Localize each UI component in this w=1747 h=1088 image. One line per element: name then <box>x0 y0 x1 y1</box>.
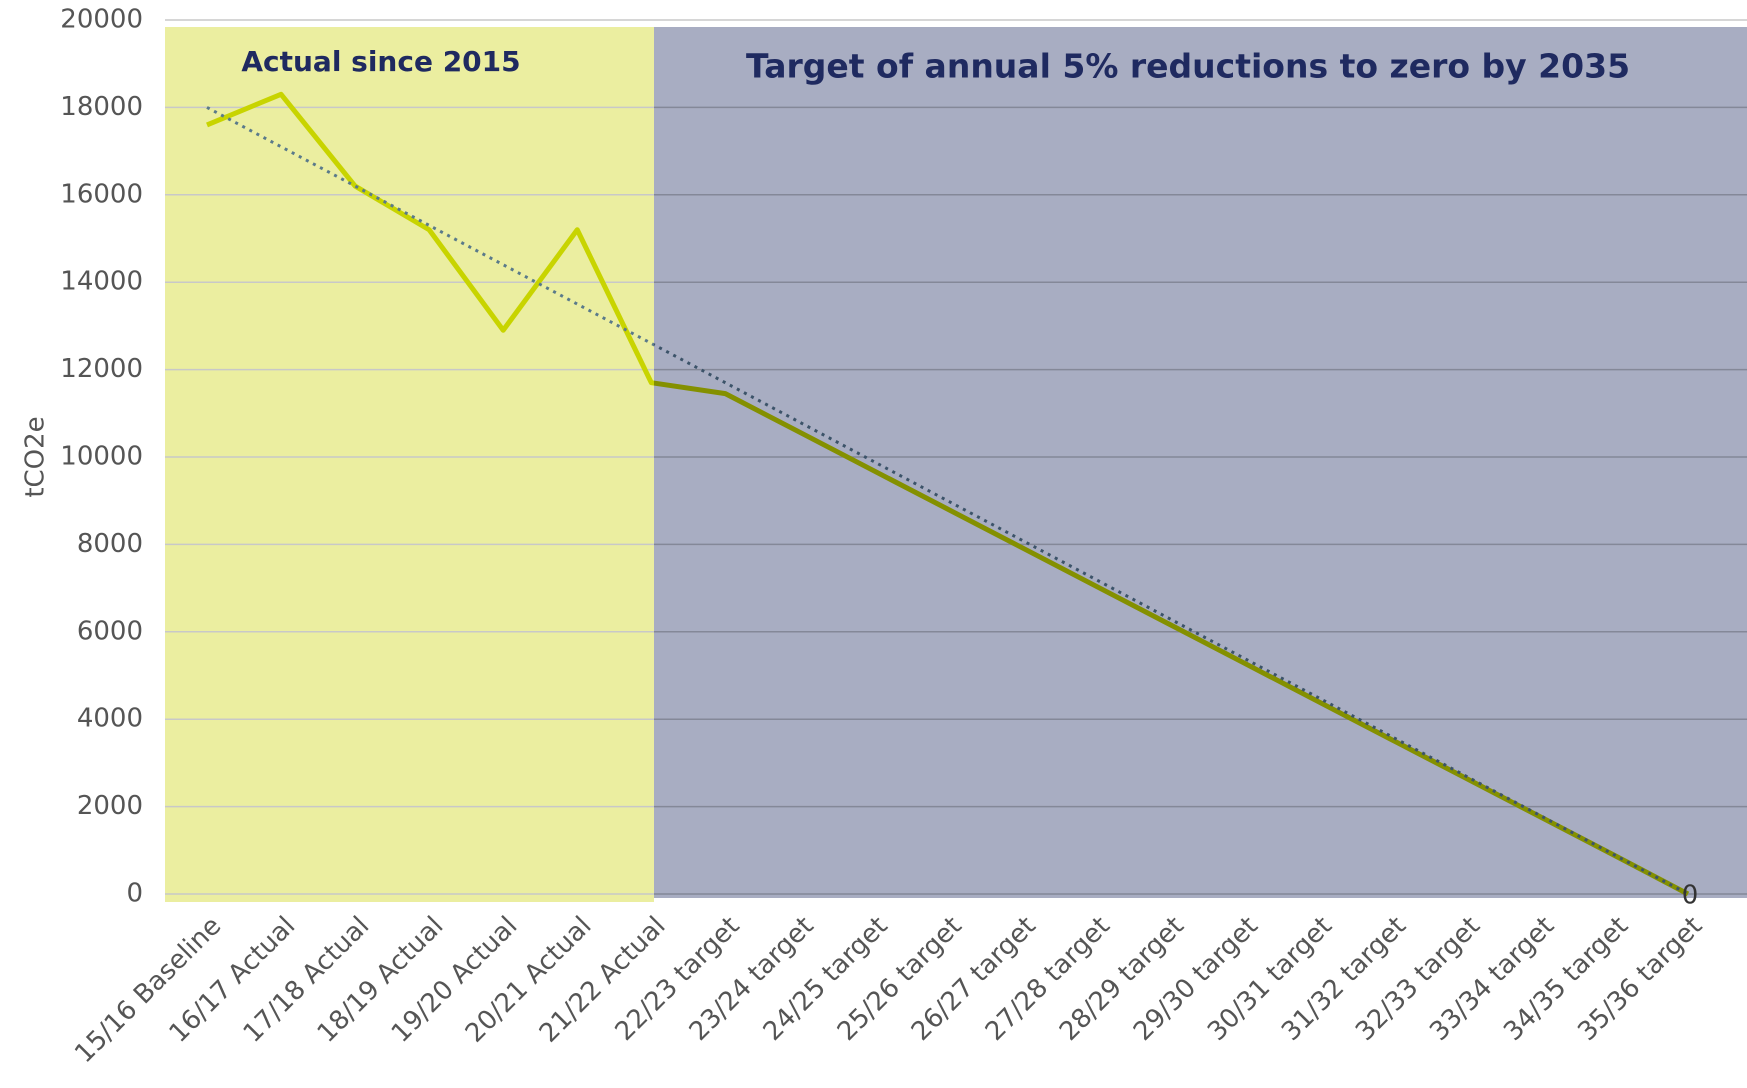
y-tick-label: 2000 <box>77 791 143 821</box>
y-tick-label: 6000 <box>77 616 143 646</box>
y-tick-label: 4000 <box>77 704 143 734</box>
actual-region <box>165 27 654 902</box>
y-tick-label: 18000 <box>60 92 143 122</box>
annotation: Target of annual 5% reductions to zero b… <box>746 47 1630 86</box>
y-tick-label: 20000 <box>60 5 143 35</box>
annotation: Actual since 2015 <box>241 45 520 78</box>
y-tick-label: 10000 <box>60 442 143 472</box>
data-label: 0 <box>1682 881 1699 911</box>
y-tick-label: 0 <box>126 879 143 909</box>
y-axis-label: tCO2e <box>21 416 51 497</box>
y-tick-label: 14000 <box>60 267 143 297</box>
y-tick-label: 12000 <box>60 354 143 384</box>
target-region <box>654 27 1747 898</box>
y-tick-label: 8000 <box>77 529 143 559</box>
y-tick-label: 16000 <box>60 179 143 209</box>
